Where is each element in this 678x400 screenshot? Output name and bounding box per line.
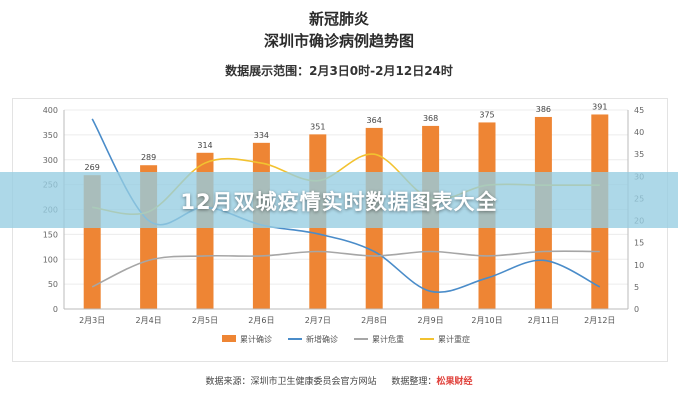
critical-line [91,250,600,288]
banner-title: 12月双城疫情实时数据图表大全 [180,190,498,214]
y-right-tick-label: 40 [634,128,644,137]
bar-value-label: 368 [423,114,438,123]
legend-label: 累计重症 [438,334,470,344]
x-tick-label: 2月8日 [361,316,387,325]
y-right-tick-label: 35 [634,150,644,159]
x-tick-label: 2月5日 [192,316,218,325]
y-right-tick-label: 0 [634,305,639,314]
legend: 累计确诊 新增确诊 累计危重 累计重症 [222,334,470,344]
legend-label: 累计危重 [372,334,404,344]
x-tick-label: 2月12日 [584,316,615,325]
bar-value-label: 334 [254,131,269,140]
source-text: 数据来源：深圳市卫生健康委员会官方网站 [205,377,377,387]
organizer-text: 数据整理：松果财经 [391,377,472,387]
bar-value-label: 364 [367,116,382,125]
chart-title-line2: 深圳市确诊病例趋势图 [263,32,414,50]
y-right-tick-label: 5 [634,283,639,292]
overlay-banner [0,172,678,228]
chart-title-line1: 新冠肺炎 [308,10,369,28]
bar-value-label: 386 [536,105,551,114]
y-left-tick-label: 0 [53,305,58,314]
y-left-tick-label: 350 [43,131,58,140]
x-tick-label: 2月3日 [79,316,105,325]
x-tick-label: 2月4日 [136,316,162,325]
footer: 数据来源：深圳市卫生健康委员会官方网站 数据整理：松果财经 [0,374,678,387]
y-right-tick-label: 15 [634,239,644,248]
y-left-tick-label: 100 [43,255,58,264]
y-left-tick-label: 300 [43,156,58,165]
y-left-tick-label: 50 [48,280,58,289]
legend-label: 新增确诊 [306,334,338,344]
legend-label: 累计确诊 [240,334,272,344]
y-left-tick-label: 400 [43,106,58,115]
y-right-tick-label: 10 [634,261,644,270]
organizer-logo: 松果财经 [436,377,473,387]
y-right-tick-label: 45 [634,106,644,115]
legend-swatch [222,335,236,342]
bar-value-label: 391 [592,102,607,111]
bar-value-label: 375 [479,110,494,119]
x-tick-label: 2月7日 [305,316,331,325]
x-tick-label: 2月11日 [528,316,559,325]
chart-frame [12,98,668,362]
y-left-tick-label: 150 [43,230,58,239]
bar-value-label: 289 [141,153,156,162]
x-tick-label: 2月9日 [418,316,444,325]
data-range-label: 数据展示范围：2月3日0时-2月12日24时 [225,64,453,78]
x-tick-label: 2月6日 [248,316,274,325]
organizer-label: 数据整理： [391,377,437,387]
x-tick-label: 2月10日 [471,316,502,325]
data-labels: 269 289 314 334 351 364 368 375 386 391 [85,102,608,172]
bar-value-label: 269 [85,163,100,172]
bar-value-label: 351 [310,122,325,131]
bar-value-label: 314 [197,141,212,150]
